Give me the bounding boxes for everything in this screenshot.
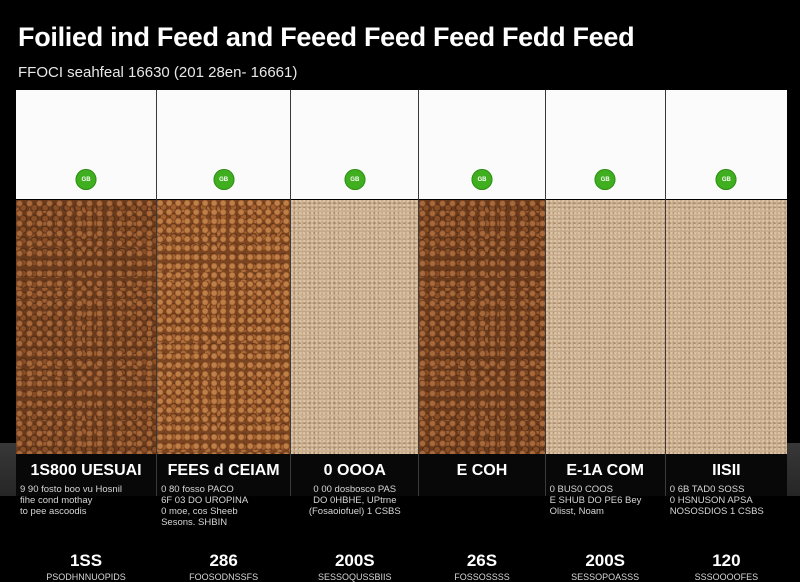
feed-price-note: FOSSOSSSS (454, 572, 510, 582)
feed-column: GB E COH 26S FOSSOSSSS (419, 90, 546, 582)
green-badge-icon: GB (213, 169, 235, 190)
green-badge-icon: GB (471, 169, 493, 190)
feed-price-note: SSSOOOOFES (694, 572, 759, 582)
feed-column: GB 1S800 UESUAI 9 90 fosto boo vu Hosnil… (16, 90, 158, 582)
column-info: IISII 0 6B TAD0 SOSS 0 HSNUSON APSA NOSO… (665, 454, 787, 517)
column-header-area: GB (545, 90, 665, 199)
feed-label: IISII (712, 462, 741, 479)
feed-description: 9 90 fosto boo vu Hosnil fihe cond motha… (20, 484, 122, 517)
feed-price: 286 (209, 551, 238, 570)
column-header-area: GB (665, 90, 787, 199)
feed-price-note: SESSOPOASSS (571, 572, 640, 582)
column-header-area: GB (419, 90, 545, 199)
column-info: E-1A COM 0 BUS0 COOS E SHUB DO PE6 Bey O… (545, 454, 665, 517)
feed-description: 0 80 fosso PACO 6F 03 DO UROPINA 0 moe, … (161, 484, 249, 528)
feed-label: 0 OOOA (323, 462, 386, 479)
feed-label: E COH (456, 462, 508, 479)
feed-sample-image (545, 200, 665, 454)
feed-description: 0 00 dosbosco PAS DO 0HBHE, UPtrne (Fosa… (308, 484, 401, 517)
feed-description: 0 6B TAD0 SOSS 0 HSNUSON APSA NOSOSDIOS … (669, 484, 764, 517)
column-info: FEES d CEIAM 0 80 fosso PACO 6F 03 DO UR… (157, 454, 291, 528)
feed-description: 0 BUS0 COOS E SHUB DO PE6 Bey Olisst, No… (549, 484, 642, 517)
page-subtitle: FFOCI seahfeal 16630 (201 28en- 16661) (18, 64, 298, 81)
feed-column: GB E-1A COM 0 BUS0 COOS E SHUB DO PE6 Be… (545, 90, 666, 582)
column-header-area: GB (157, 90, 291, 199)
column-header-area: GB (16, 90, 157, 199)
feed-label: FEES d CEIAM (167, 462, 280, 479)
feed-price-note: SESSOQUSSBIIS (318, 572, 392, 582)
column-info: 0 OOOA 0 00 dosbosco PAS DO 0HBHE, UPtrn… (291, 454, 419, 517)
feed-label: 1S800 UESUAI (30, 462, 142, 479)
page-title: Foilied ind Feed and Feeed Feed Feed Fed… (18, 22, 635, 52)
column-info: E COH (419, 454, 545, 496)
feed-price: 26S (466, 551, 498, 570)
feed-sample-image (291, 200, 419, 454)
feed-column: GB IISII 0 6B TAD0 SOSS 0 HSNUSON APSA N… (665, 90, 787, 582)
feed-sample-image (157, 200, 291, 454)
feed-label: E-1A COM (566, 462, 644, 479)
feed-price-note: FOOSODNSSFS (189, 572, 259, 582)
green-badge-icon: GB (594, 169, 616, 190)
green-badge-icon: GB (715, 169, 737, 190)
feed-price: 1SS (69, 551, 103, 570)
column-header-area: GB (291, 90, 419, 199)
feed-sample-image (419, 200, 545, 454)
feed-price: 120 (712, 551, 741, 570)
feed-price-note: PSODHNNUOPIDS (46, 572, 126, 582)
feed-price: 200S (585, 551, 626, 570)
feed-sample-image (16, 200, 157, 454)
green-badge-icon: GB (75, 169, 97, 190)
green-badge-icon: GB (344, 169, 366, 190)
feed-comparison-grid: GB 1S800 UESUAI 9 90 fosto boo vu Hosnil… (16, 90, 787, 582)
feed-price: 200S (334, 551, 375, 570)
column-info: 1S800 UESUAI 9 90 fosto boo vu Hosnil fi… (16, 454, 157, 517)
feed-sample-image (665, 200, 787, 454)
feed-column: GB 0 OOOA 0 00 dosbosco PAS DO 0HBHE, UP… (291, 90, 420, 582)
feed-column: GB FEES d CEIAM 0 80 fosso PACO 6F 03 DO… (157, 90, 292, 582)
